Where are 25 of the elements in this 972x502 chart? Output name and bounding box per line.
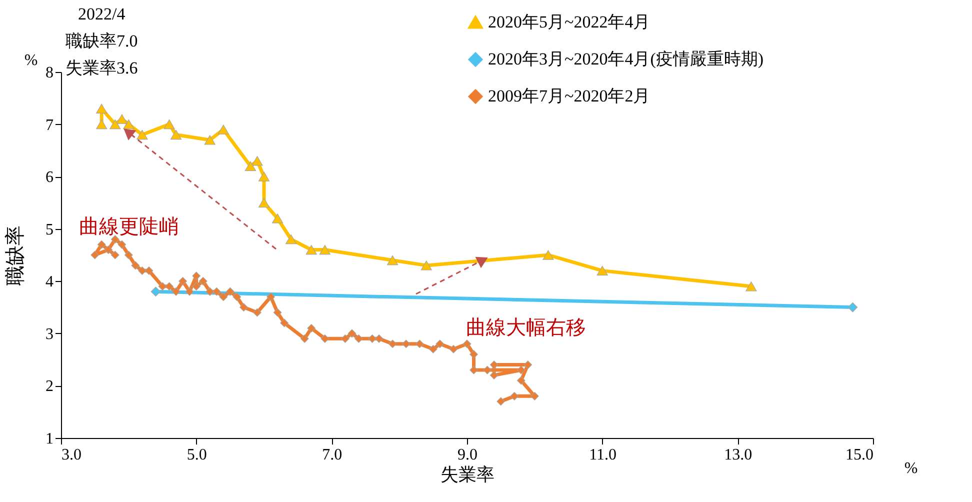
x-tick-label: 5.0 xyxy=(186,446,207,464)
y-tick-label: 5 xyxy=(46,221,54,238)
x-tick-label: 9.0 xyxy=(458,446,478,464)
x-tick-label: 11.0 xyxy=(589,446,617,464)
text: % xyxy=(24,52,38,69)
x-tick-label: 15.0 xyxy=(846,446,874,464)
y-tick-label: 2 xyxy=(46,378,54,396)
legend-label: 2020年3月~2020年4月(疫情嚴重時期) xyxy=(488,50,764,68)
annotation: 曲線大幅右移 xyxy=(466,317,586,339)
y-tick-label: 6 xyxy=(46,169,54,186)
x-axis-title: 失業率 xyxy=(440,464,494,484)
legend-label: 2009年7月~2020年2月 xyxy=(488,86,650,106)
y-tick-label: 3 xyxy=(46,326,54,343)
x-tick-label: 7.0 xyxy=(322,446,342,464)
annotation: 曲線更陡峭 xyxy=(79,216,179,238)
y-tick-label: 4 xyxy=(46,274,54,291)
x-tick-label: 3.0 xyxy=(62,446,82,464)
y-tick-label: 8 xyxy=(46,64,54,82)
y-tick-label: 1 xyxy=(46,430,54,448)
text: % xyxy=(904,460,918,477)
x-tick-label: 13.0 xyxy=(724,446,752,464)
y-axis-title: 職缺率 xyxy=(4,226,26,286)
annotation: 2022/4 職缺率7.0 失業率3.6 xyxy=(65,4,138,78)
legend-label: 2020年5月~2022年4月 xyxy=(488,12,650,32)
y-tick-label: 7 xyxy=(46,116,54,134)
